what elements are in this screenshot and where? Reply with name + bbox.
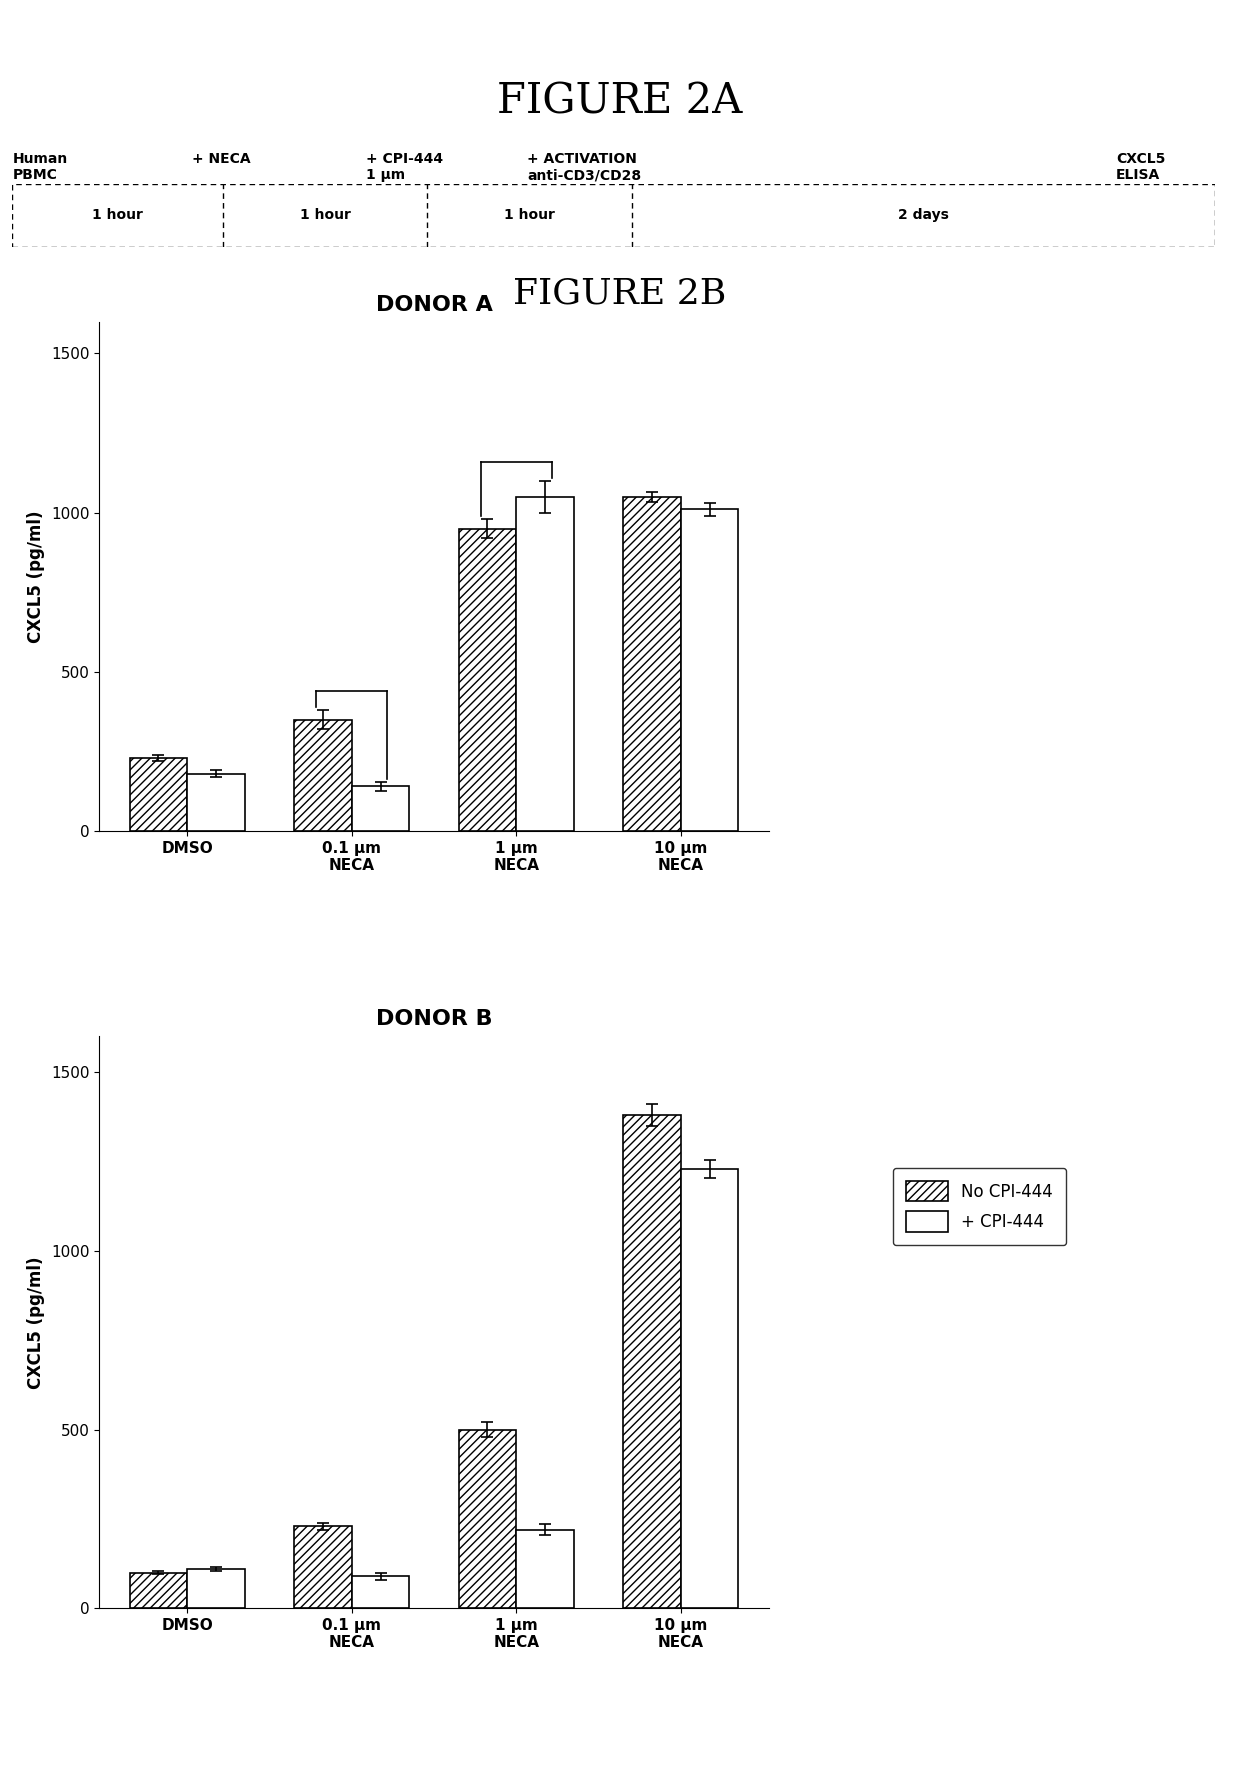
Bar bbox=[130, 1573, 187, 1608]
Bar bbox=[187, 774, 244, 831]
Bar bbox=[459, 1430, 516, 1608]
Text: CXCL5
ELISA: CXCL5 ELISA bbox=[1116, 152, 1166, 182]
Text: + NECA: + NECA bbox=[192, 152, 250, 166]
Title: DONOR B: DONOR B bbox=[376, 1010, 492, 1029]
Text: FIGURE 2A: FIGURE 2A bbox=[497, 80, 743, 123]
Bar bbox=[187, 1569, 244, 1608]
Bar bbox=[681, 1169, 738, 1608]
Bar bbox=[459, 529, 516, 831]
Bar bbox=[294, 1526, 352, 1608]
Text: 1 hour: 1 hour bbox=[300, 209, 351, 222]
Text: + CPI-444
1 μm: + CPI-444 1 μm bbox=[366, 152, 443, 182]
Text: + ACTIVATION
anti-CD3/CD28: + ACTIVATION anti-CD3/CD28 bbox=[527, 152, 641, 182]
Y-axis label: CXCL5 (pg/ml): CXCL5 (pg/ml) bbox=[27, 509, 46, 643]
Text: 1 hour: 1 hour bbox=[505, 209, 556, 222]
Bar bbox=[294, 720, 352, 831]
Bar bbox=[130, 758, 187, 831]
Bar bbox=[624, 1115, 681, 1608]
Text: FIGURE 2B: FIGURE 2B bbox=[513, 277, 727, 311]
Bar bbox=[516, 1530, 574, 1608]
Title: DONOR A: DONOR A bbox=[376, 295, 492, 315]
Bar bbox=[516, 497, 574, 831]
Legend: No CPI-444, + CPI-444: No CPI-444, + CPI-444 bbox=[893, 1167, 1066, 1246]
Text: 1 hour: 1 hour bbox=[92, 209, 143, 222]
Bar bbox=[624, 497, 681, 831]
Bar bbox=[681, 509, 738, 831]
Y-axis label: CXCL5 (pg/ml): CXCL5 (pg/ml) bbox=[27, 1256, 46, 1388]
Text: Human
PBMC: Human PBMC bbox=[12, 152, 68, 182]
Bar bbox=[352, 786, 409, 831]
Bar bbox=[352, 1576, 409, 1608]
Text: 2 days: 2 days bbox=[898, 209, 949, 222]
